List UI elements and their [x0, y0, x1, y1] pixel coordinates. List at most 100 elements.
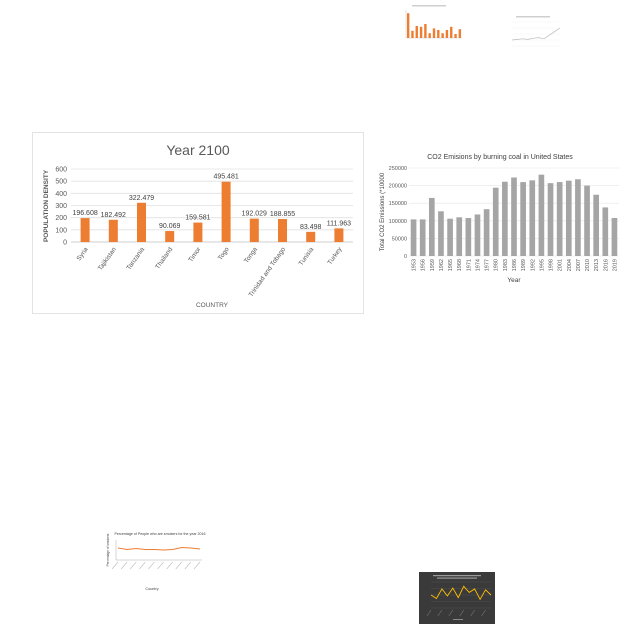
x-tick-label: 1971	[466, 259, 472, 271]
x-tick-placeholder	[129, 561, 137, 570]
population-density-svg: Year 2100 0 100 200 300 400 500 600 196.608 Syria…	[43, 142, 353, 309]
y-tick-label: 250000	[389, 166, 407, 172]
bar	[306, 231, 316, 242]
x-tick-label: 1989	[521, 259, 527, 271]
bar	[502, 181, 508, 256]
x-tick-label: 1962	[439, 259, 445, 271]
bar	[438, 211, 444, 256]
x-tick-label: 1995	[539, 259, 545, 271]
y-tick-label: 200000	[389, 184, 407, 190]
bar	[445, 30, 449, 38]
bar	[193, 222, 203, 242]
x-tick-label: 1953	[412, 259, 418, 271]
bar	[334, 228, 344, 242]
bar	[437, 30, 440, 38]
co2-emissions-chart: CO2 Emisions by burning coal in United S…	[376, 148, 620, 286]
data-label: 495.481	[213, 174, 238, 181]
thumbnail-bar-svg	[405, 5, 462, 39]
x-tick-label: Tunisia	[298, 246, 316, 267]
x-tick-placeholder	[470, 609, 475, 617]
bar	[278, 219, 287, 242]
x-tick-placeholder	[437, 609, 443, 617]
thumbnail-line-svg	[511, 16, 561, 47]
data-label: 188.855	[270, 211, 295, 218]
x-tick-label: 2001	[558, 259, 564, 271]
bar	[432, 28, 436, 38]
population-density-chart: Year 2100 0 100 200 300 400 500 600 196.608 Syria…	[32, 132, 364, 314]
bar	[458, 29, 462, 38]
x-tick-placeholder	[175, 561, 183, 570]
dark-line-chart	[419, 572, 495, 624]
y-tick-label: 0	[404, 254, 407, 260]
title-placeholder	[433, 575, 481, 577]
data-label: 192.029	[242, 211, 267, 218]
chart-title: Percentage of People who are smokers for…	[114, 532, 205, 536]
smokers-line-chart: Percentage of People who are smokers for…	[104, 530, 208, 594]
bar	[406, 13, 410, 38]
y-tick-label: 200	[55, 215, 67, 222]
bar	[611, 217, 618, 256]
bar	[602, 207, 609, 256]
chart-title: CO2 Emisions by burning coal in United S…	[427, 154, 573, 161]
x-tick-label: 1983	[503, 259, 509, 271]
x-axis-label: Country	[145, 587, 158, 591]
x-tick-label: 1977	[485, 259, 491, 271]
series-line	[430, 585, 492, 601]
bar	[428, 197, 435, 256]
bar	[547, 183, 554, 256]
x-tick-label: Thailand	[154, 246, 174, 271]
thumbnail-bar-chart	[392, 2, 464, 46]
x-tick-placeholder	[111, 561, 119, 570]
bar	[456, 217, 463, 256]
series-line	[117, 547, 201, 551]
x-tick-label: 1965	[448, 259, 454, 271]
x-tick-label: 1992	[530, 259, 536, 271]
x-tick-label: Timor	[187, 245, 203, 263]
y-tick-label: 400	[55, 191, 67, 198]
bar	[575, 179, 581, 256]
y-tick-label: 150000	[389, 201, 407, 207]
data-label: 111.963	[327, 220, 351, 227]
x-tick-label: Tajikistan	[97, 246, 118, 272]
x-tick-placeholder	[193, 561, 201, 570]
y-tick-label: 600	[55, 167, 67, 174]
x-tick-placeholder	[481, 609, 486, 617]
x-tick-label: 1974	[475, 259, 481, 271]
x-tick-label: Tonga	[243, 246, 259, 265]
thumbnail-line-chart	[504, 14, 562, 50]
x-tick-placeholder	[166, 561, 173, 570]
bar	[538, 174, 545, 256]
y-axis-label: Total CO2 Emissions (*10000	[380, 172, 386, 251]
title-placeholder	[412, 5, 446, 7]
chart-background	[419, 572, 495, 624]
x-tick-placeholder	[139, 561, 146, 570]
y-tick-label: 50000	[392, 236, 407, 242]
bar	[108, 219, 118, 242]
x-tick-label: Tanzania	[125, 246, 146, 272]
bar	[424, 24, 427, 38]
x-tick-placeholder	[184, 561, 192, 570]
bar	[428, 33, 431, 38]
data-label: 90.069	[159, 223, 181, 230]
x-tick-label: 1980	[494, 259, 500, 271]
x-tick-label: 2016	[603, 259, 609, 271]
bar	[165, 231, 175, 242]
data-label: 182.492	[101, 212, 126, 219]
x-tick-label: 1986	[512, 259, 518, 271]
x-tick-label: 1968	[457, 259, 463, 271]
x-axis-label: Year	[507, 277, 521, 284]
y-axis-label: POPULATION DENSITY	[43, 169, 50, 242]
title-placeholder	[437, 577, 477, 579]
bar	[249, 218, 259, 242]
x-tick-placeholder	[157, 561, 164, 570]
y-tick-label: 0	[63, 240, 67, 247]
y-axis-label: Percentage of smokers	[106, 533, 110, 566]
bar	[565, 180, 572, 256]
bar	[483, 209, 490, 256]
x-tick-placeholder	[459, 609, 464, 617]
data-label: 196.608	[72, 210, 97, 217]
smokers-line-svg: Percentage of People who are smokers for…	[106, 532, 206, 591]
series-line	[511, 27, 561, 41]
x-tick-label: 1998	[549, 259, 555, 271]
data-label: 83.498	[300, 224, 322, 231]
